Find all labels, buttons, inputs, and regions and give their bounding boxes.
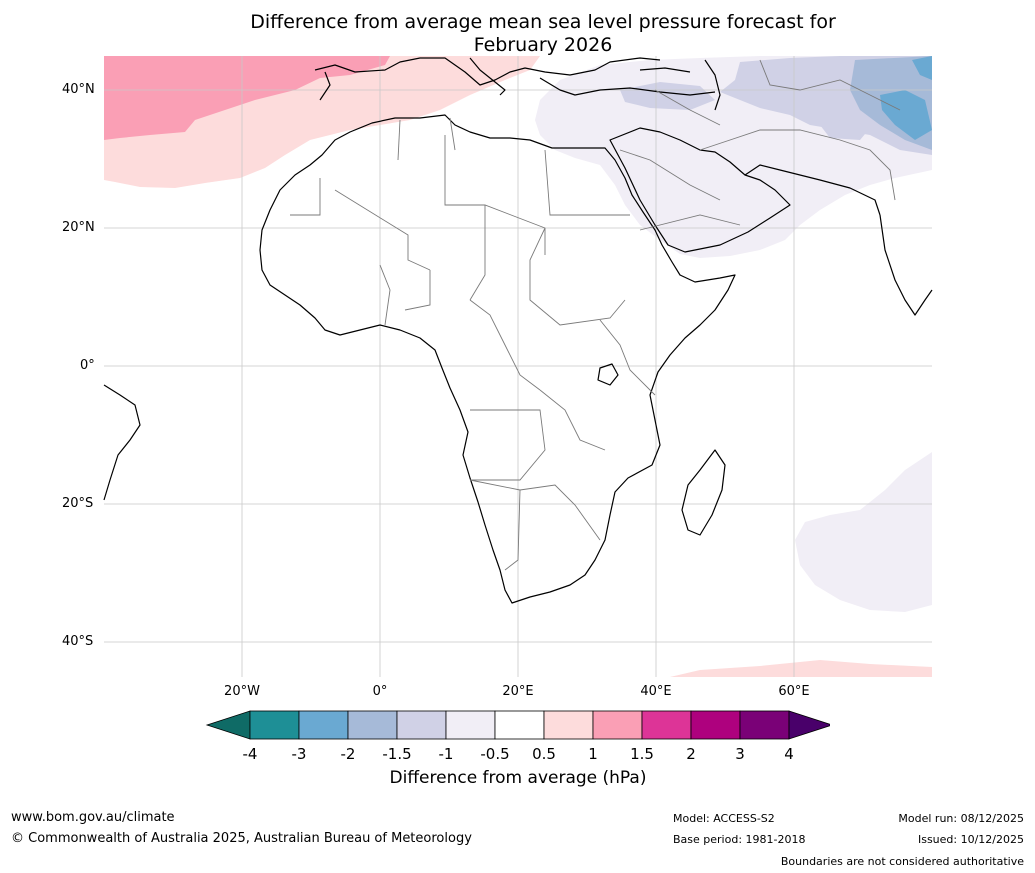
colorbar-extend-high xyxy=(788,710,830,740)
lon-label-40e: 40°E xyxy=(640,684,672,699)
lon-label-60e: 60°E xyxy=(778,684,810,699)
coastlines xyxy=(103,57,933,604)
positive-anomaly-region xyxy=(104,56,390,140)
colorbar-extend-low xyxy=(205,710,251,740)
colorbar-segment xyxy=(641,710,692,740)
colorbar-segment xyxy=(592,710,643,740)
colorbar-segment xyxy=(543,710,594,740)
colorbar-segment xyxy=(739,710,790,740)
colorbar-tick-label: -4 xyxy=(242,745,258,763)
arabian-peninsula-coastline xyxy=(609,127,791,253)
footer-copyright: © Commonwealth of Australia 2025, Austra… xyxy=(11,831,472,846)
colorbar-tick-label: 4 xyxy=(784,745,794,763)
colorbar-segment xyxy=(690,710,741,740)
colorbar-label: Difference from average (hPa) xyxy=(389,768,647,788)
anomaly-shading xyxy=(104,56,932,677)
africa-coastline xyxy=(259,114,736,604)
colorbar-segment xyxy=(445,710,496,740)
colorbar-segment xyxy=(249,710,300,740)
colorbar-tick-label: -3 xyxy=(291,745,307,763)
south-america-coastline xyxy=(103,384,141,501)
colorbar-tick-label: -0.5 xyxy=(480,745,510,763)
colorbar-segment xyxy=(298,710,349,740)
map-title-line2: February 2026 xyxy=(473,34,613,56)
footer-issued: Issued: 10/12/2025 xyxy=(917,833,1024,846)
colorbar xyxy=(205,710,830,740)
country-borders xyxy=(290,59,901,571)
colorbar-segment xyxy=(396,710,447,740)
footer-model-run: Model run: 08/12/2025 xyxy=(898,812,1024,825)
lat-label-0: 0° xyxy=(80,358,95,373)
colorbar-tick-label: 2 xyxy=(686,745,696,763)
footer-disclaimer: Boundaries are not considered authoritat… xyxy=(780,855,1024,868)
lon-label-0: 0° xyxy=(372,684,388,699)
footer-base-period: Base period: 1981-2018 xyxy=(673,833,806,846)
footer-model: Model: ACCESS-S2 xyxy=(673,812,775,825)
colorbar-segment xyxy=(347,710,398,740)
colorbar-segment xyxy=(494,710,545,740)
lat-label-40n: 40°N xyxy=(62,82,95,97)
colorbar-tick-label: 3 xyxy=(735,745,745,763)
graticule xyxy=(104,56,932,677)
lat-label-20s: 20°S xyxy=(62,496,94,511)
map-title-line1: Difference from average mean sea level p… xyxy=(250,11,836,33)
colorbar-tick-label: -2 xyxy=(340,745,356,763)
colorbar-tick-label: -1.5 xyxy=(382,745,412,763)
lat-label-40s: 40°S xyxy=(62,634,94,649)
europe-coastline xyxy=(314,57,661,86)
madagascar-coastline xyxy=(681,449,726,536)
lon-label-20e: 20°E xyxy=(502,684,534,699)
lat-label-20n: 20°N xyxy=(62,220,95,235)
india-coastline xyxy=(879,214,933,316)
colorbar-tick-label: 1 xyxy=(588,745,598,763)
colorbar-tick-label: 1.5 xyxy=(630,745,654,763)
colorbar-tick-label: -1 xyxy=(438,745,454,763)
lon-label-20w: 20°W xyxy=(224,684,260,699)
colorbar-tick-label: 0.5 xyxy=(532,745,556,763)
footer-website: www.bom.gov.au/climate xyxy=(11,810,175,825)
